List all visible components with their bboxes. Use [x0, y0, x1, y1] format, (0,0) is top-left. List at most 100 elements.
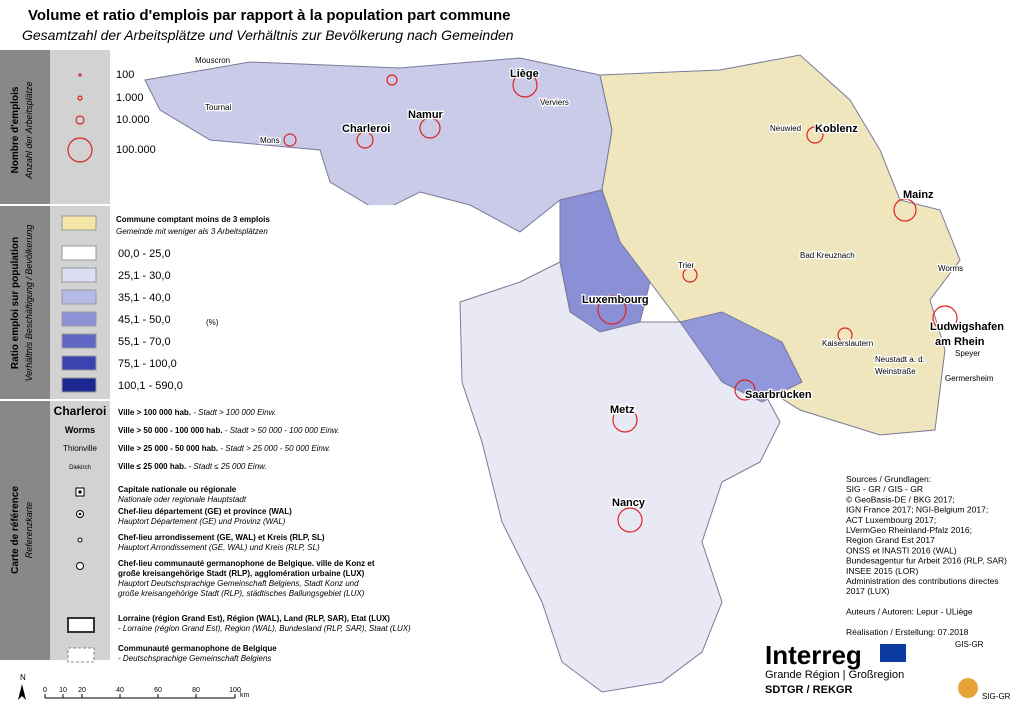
label: Ville > 50 000 - 100 000 hab. - Stadt > …: [118, 426, 339, 435]
place-label: Neuwied: [770, 124, 801, 133]
label: große kreisangehörige Stadt (RLP), agglo…: [118, 569, 365, 578]
place-label: Weinstraße: [875, 367, 916, 376]
label: Nationale oder regionale Hauptstadt: [118, 495, 247, 504]
city-label-de: - Stadt > 25 000 - 50 000 Einw.: [218, 444, 330, 453]
label: Diekirch: [69, 465, 91, 471]
ratio-label: 100,1 - 590,0: [118, 380, 183, 392]
circle-symbol: [75, 115, 85, 125]
circle-label: 100.000: [116, 144, 156, 156]
source-line: Administration des contributions directe…: [846, 576, 999, 586]
symbol: [76, 562, 84, 570]
city-label-de: - Stadt > 100 000 Einw.: [191, 408, 276, 417]
place-label: Saarbrücken: [745, 389, 812, 401]
label: Chef-lieu communauté germanophone de Bel…: [118, 559, 375, 568]
place-label: Koblenz: [815, 123, 858, 135]
label: km: [240, 692, 250, 699]
place-label: am Rhein: [935, 336, 985, 348]
source-line: Bundesagentur fur Arbeit 2016 (RLP, SAR): [846, 556, 1007, 566]
ratio-swatch: [61, 267, 97, 283]
place-label: Mainz: [903, 189, 934, 201]
place-label: Tournai: [205, 103, 231, 112]
place-label: Mouscron: [195, 56, 230, 65]
ratio-label: 45,1 - 50,0: [118, 314, 171, 326]
sidebar-label: Nombre d'emplois: [10, 86, 21, 173]
label: 60: [154, 687, 162, 694]
border-symbol: [67, 617, 95, 633]
label: - Lorraine (région Grand Est), Region (W…: [118, 624, 411, 633]
place-label: Liège: [510, 68, 539, 80]
label: SDTGR / REKGR: [765, 684, 852, 696]
label: Grande Région | Großregion: [765, 669, 904, 681]
source-line: SIG - GR / GIS - GR: [846, 484, 923, 494]
place-label: Metz: [610, 404, 635, 416]
label: - Deutschsprachige Gemeinschaft Belgiens: [118, 654, 271, 663]
label: Ville > 25 000 - 50 000 hab. - Stadt > 2…: [118, 444, 330, 453]
symbol: [77, 537, 83, 543]
place-label: Mons: [260, 136, 280, 145]
label: 40: [116, 687, 124, 694]
place-label: Ludwigshafen: [930, 321, 1004, 333]
sources: Sources / Grundlagen:SIG - GR / GIS - GR…: [846, 474, 1007, 637]
label: 20: [78, 687, 86, 694]
source-line: © GeoBasis-DE / BKG 2017;: [846, 494, 955, 504]
source-line: 2017 (LUX): [846, 586, 890, 596]
subtitle: Gesamtzahl der Arbeitsplätze und Verhält…: [22, 27, 514, 43]
place-label: Speyer: [955, 349, 981, 358]
label: SIG-GR: [982, 692, 1011, 701]
place-label: Charleroi: [342, 123, 390, 135]
label: 10: [59, 687, 67, 694]
label: GIS-GR: [955, 640, 984, 649]
source-line: Region Grand Est 2017: [846, 535, 935, 545]
circle-label: 1.000: [116, 92, 144, 104]
label: Commune comptant moins de 3 emplois: [116, 215, 270, 224]
label: Hauptort Deutschsprachige Gemeinschaft B…: [118, 579, 359, 588]
label: 0: [43, 687, 47, 694]
ratio-swatch: [61, 245, 97, 261]
ratio-swatch: [61, 311, 97, 327]
map: [144, 54, 961, 693]
place-labels: Mouscron Tournai Mons Charleroi Namur Liège Ve…: [194, 55, 1006, 511]
sidebar-label: Verhältnis Beschäftigung / Bevölkerung: [24, 225, 34, 382]
source-line: Auteurs / Autoren: Lepur - ULiège: [846, 607, 973, 617]
place-label: Bad Kreuznach: [800, 251, 855, 260]
ratio-swatch: [61, 333, 97, 349]
label: Gemeinde mit weniger als 3 Arbeitsplätze…: [116, 227, 268, 236]
sidebar-label: Anzahl der Arbeitsplätze: [24, 81, 34, 179]
label: Chef-lieu arrondissement (GE, WAL) et Kr…: [118, 533, 325, 542]
ratio-label: 35,1 - 40,0: [118, 292, 171, 304]
symbol: [78, 490, 82, 494]
lorraine: [459, 261, 781, 693]
city-label-de: - Stadt > 50 000 - 100 000 Einw.: [223, 426, 340, 435]
ratio-swatch: [61, 289, 97, 305]
label: Charleroi: [54, 404, 107, 418]
sig-logo: [958, 678, 978, 698]
source-line: Réalisation / Erstellung: 07.2018: [846, 627, 969, 637]
title: Volume et ratio d'emplois par rapport à …: [28, 7, 511, 24]
label: Ville > 100 000 hab. - Stadt > 100 000 E…: [118, 408, 276, 417]
source-line: Sources / Grundlagen:: [846, 474, 931, 484]
place-label: Trier: [678, 261, 694, 270]
source-line: INSEE 2015 (LOR): [846, 566, 918, 576]
circle-symbol: [77, 95, 83, 101]
place-label: Nancy: [612, 497, 646, 509]
source-line: ACT Luxembourg 2017;: [846, 515, 936, 525]
ratio-label: 25,1 - 30,0: [118, 270, 171, 282]
label: Hauptort Département (GE) und Provinz (W…: [118, 517, 286, 526]
label: Interreg: [765, 640, 862, 670]
sidebar-label: Carte de référence: [10, 486, 21, 574]
place-label: Kaiserslautern: [822, 339, 873, 348]
place-label: Worms: [938, 264, 963, 273]
border-symbol: [67, 647, 95, 663]
place-label: Verviers: [540, 98, 569, 107]
label: Capitale nationale ou régionale: [118, 485, 237, 494]
circle-label: 100: [116, 69, 134, 81]
label: Ville ≤ 25 000 hab. - Stadt ≤ 25 000 Ein…: [118, 462, 267, 471]
label: Lorraine (région Grand Est), Région (WAL…: [118, 614, 390, 623]
label: (%): [206, 318, 219, 327]
circle-label: 10.000: [116, 114, 150, 126]
ratio-label: 75,1 - 100,0: [118, 358, 177, 370]
eu-flag: [880, 644, 906, 662]
place-label: Luxembourg: [582, 294, 649, 306]
